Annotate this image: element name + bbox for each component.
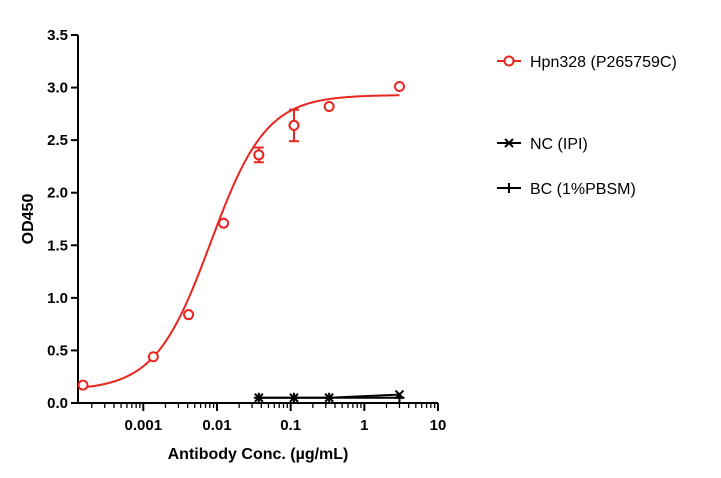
y-ticks: 0.0 0.5 1.0 1.5 2.0 2.5 3.0 3.5 — [47, 27, 78, 412]
point-hpn328 — [253, 149, 265, 161]
point-hpn328 — [183, 309, 195, 321]
y-tick-label: 1.5 — [47, 237, 68, 254]
legend-item-bc: BC (1%PBSM) — [497, 181, 636, 198]
point-hpn328 — [323, 100, 335, 112]
point-nc — [394, 389, 405, 400]
point-nc — [254, 393, 264, 403]
point-hpn328 — [77, 379, 89, 391]
x-axis-title: Antibody Conc. (µg/mL) — [168, 446, 349, 463]
y-tick-label: 0.0 — [47, 395, 68, 412]
axes: 0.0 0.5 1.0 1.5 2.0 2.5 3.0 3.5 0.001 0.01 0.1 1 10 — [47, 27, 446, 434]
x-tick-label: 10 — [430, 417, 447, 434]
series-layer — [77, 81, 405, 403]
x-ticks: 0.001 0.01 0.1 1 10 — [91, 403, 447, 434]
x-stroke — [394, 389, 405, 400]
legend-label-bc: BC (1%PBSM) — [530, 181, 636, 198]
point-hpn328 — [393, 81, 405, 93]
x-stroke — [254, 393, 264, 403]
point-hpn328 — [218, 217, 230, 229]
legend-marker-circle — [503, 55, 515, 67]
y-tick-label: 2.5 — [47, 132, 68, 149]
point-nc — [324, 393, 334, 403]
line-nc — [258, 393, 400, 399]
legend-item-nc: NC (IPI) — [497, 136, 588, 153]
x-tick-label: 0.001 — [125, 417, 163, 434]
legend-label-hpn328: Hpn328 (P265759C) — [530, 54, 677, 71]
legend-marker-plus — [504, 183, 514, 193]
x-stroke — [324, 393, 334, 403]
x-tick-label: 1 — [360, 417, 368, 434]
y-axis-title: OD450 — [20, 194, 37, 245]
y-tick-label: 0.5 — [47, 342, 68, 359]
legend-label-nc: NC (IPI) — [530, 136, 588, 153]
x-tick-label: 0.1 — [280, 417, 301, 434]
y-tick-label: 3.0 — [47, 80, 68, 97]
fit-curve-hpn328 — [82, 94, 400, 389]
point-hpn328 — [288, 119, 300, 131]
y-tick-label: 1.0 — [47, 290, 68, 307]
y-tick-label: 2.0 — [47, 185, 68, 202]
legend-marker-x — [504, 138, 514, 148]
x-stroke — [289, 393, 299, 403]
point-hpn328 — [147, 351, 159, 363]
x-tick-label: 0.01 — [202, 417, 231, 434]
y-tick-label: 3.5 — [47, 27, 68, 44]
legend-item-hpn328: Hpn328 (P265759C) — [497, 54, 677, 71]
x-stroke — [504, 138, 514, 148]
legend: Hpn328 (P265759C) NC (IPI) BC (1%PBSM) — [497, 54, 677, 198]
point-nc — [289, 393, 299, 403]
